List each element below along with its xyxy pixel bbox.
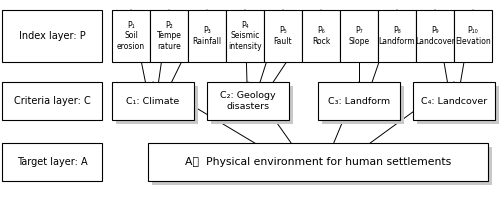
Bar [112,10,150,62]
Text: P₇
Slope: P₇ Slope [348,26,370,46]
Text: Index layer: P: Index layer: P [18,31,86,41]
Bar [116,86,198,124]
Text: P₁₀
Elevation: P₁₀ Elevation [455,26,491,46]
Text: C₂: Geology
disasters: C₂: Geology disasters [220,91,276,111]
Bar [302,10,340,62]
Bar [417,86,499,124]
Text: P₉
Landcover: P₉ Landcover [415,26,455,46]
Bar [454,10,492,62]
Bar [264,10,302,62]
Text: C₄: Landcover: C₄: Landcover [421,97,487,105]
Text: P₂
Tempe
rature: P₂ Tempe rature [156,21,182,51]
Bar [150,10,188,62]
Bar [413,82,495,120]
Text: C₃: Landform: C₃: Landform [328,97,390,105]
Bar [112,82,194,120]
Bar [226,10,264,62]
Text: Criteria layer: C: Criteria layer: C [14,96,90,106]
Text: Target layer: A: Target layer: A [16,157,88,167]
Bar [340,10,378,62]
Bar [188,10,226,62]
Bar [378,10,416,62]
Text: P₈
Landform: P₈ Landform [378,26,416,46]
Bar [416,10,454,62]
Bar [318,82,400,120]
Text: A：  Physical environment for human settlements: A： Physical environment for human settle… [185,157,451,167]
Bar [211,86,293,124]
Bar [2,143,102,181]
Bar [2,82,102,120]
Bar [322,86,404,124]
Text: P₁
Soil
erosion: P₁ Soil erosion [117,21,145,51]
Bar [152,147,492,185]
Bar [207,82,289,120]
Text: C₁: Climate: C₁: Climate [126,97,180,105]
Text: P₄
Seismic
intensity: P₄ Seismic intensity [228,21,262,51]
Text: P₆
Rock: P₆ Rock [312,26,330,46]
Bar [148,143,488,181]
Text: P₃
Rainfall: P₃ Rainfall [192,26,222,46]
Bar [2,10,102,62]
Text: P₅
Fault: P₅ Fault [274,26,292,46]
